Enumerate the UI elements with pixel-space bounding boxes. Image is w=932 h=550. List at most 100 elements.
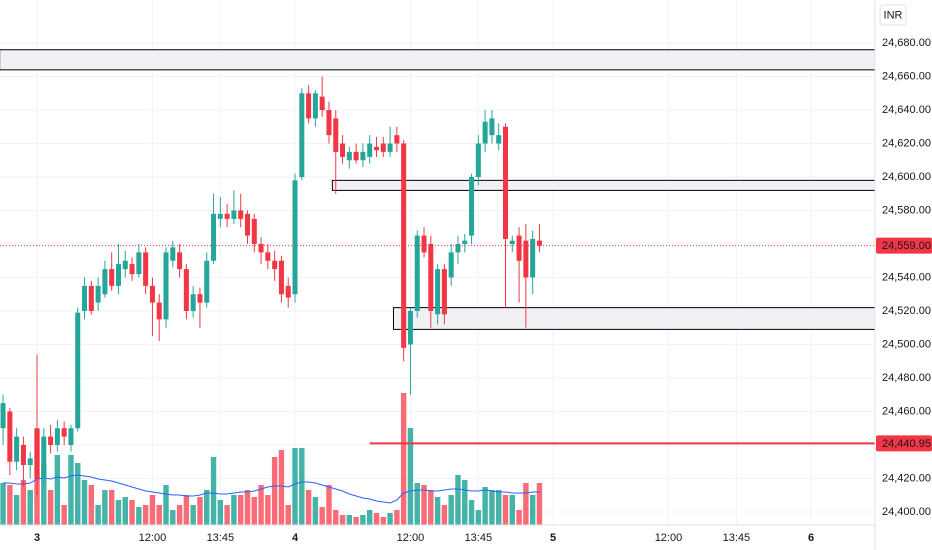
volume-bar — [312, 497, 319, 525]
candle-body — [394, 135, 400, 144]
candle-body — [496, 135, 502, 144]
candle-body — [435, 269, 441, 315]
candle-body — [251, 218, 257, 244]
y-tick-label: 24,480.00 — [882, 372, 931, 384]
x-tick-label: 12:00 — [397, 532, 425, 544]
volume-bar — [54, 455, 61, 525]
volume-bar — [319, 507, 325, 525]
candle-body — [163, 252, 169, 320]
candle-body — [48, 436, 54, 445]
candle-body — [340, 143, 346, 157]
currency: INR — [884, 9, 903, 21]
candle-body — [353, 151, 359, 161]
candle-body — [7, 411, 13, 462]
x-tick-label: 12:00 — [139, 532, 167, 544]
volume-bar — [176, 505, 183, 525]
grid — [0, 0, 875, 525]
volume-bar — [475, 510, 482, 525]
volume-bar — [237, 495, 244, 525]
volume-bar — [448, 495, 454, 525]
candle-body — [20, 444, 26, 466]
candle-body — [54, 428, 60, 445]
volume-bar — [326, 485, 332, 525]
candle-body — [462, 240, 468, 244]
volume-bar — [61, 505, 67, 525]
volume-bar — [95, 505, 101, 525]
currency-box[interactable] — [879, 4, 907, 26]
candle-body — [414, 235, 420, 311]
candle-body — [14, 436, 20, 462]
candle-body — [143, 252, 149, 286]
volume-bar — [414, 483, 420, 525]
last-price-box — [876, 237, 932, 254]
candle-body — [278, 260, 284, 295]
volume-bar — [81, 480, 88, 525]
volume-bar — [400, 393, 407, 525]
volume-ma-line — [3, 474, 540, 504]
volume-bar — [428, 490, 434, 525]
volume-bar — [102, 490, 108, 525]
candle-body — [109, 269, 115, 286]
x-tick-label: 6 — [808, 532, 814, 544]
candle-body — [177, 252, 183, 270]
candle-body — [516, 235, 522, 261]
volume-bar — [285, 505, 291, 525]
candle-body — [272, 260, 278, 270]
candle-body — [224, 213, 230, 219]
candle-body — [448, 252, 454, 278]
y-tick-label: 24,540.00 — [882, 271, 931, 283]
y-tick-label: 24,660.00 — [882, 70, 931, 82]
volume-bar — [265, 495, 271, 525]
volume-bar — [421, 485, 427, 525]
volume-bar — [394, 510, 400, 525]
candle-body — [285, 285, 291, 298]
volume-bar — [75, 463, 81, 525]
volume-bar — [271, 457, 278, 525]
y-tick-label: 24,600.00 — [882, 171, 931, 183]
candle-body — [536, 240, 542, 246]
volume-bar — [353, 517, 359, 525]
candle-body — [115, 264, 121, 286]
candle-body — [88, 285, 94, 311]
volume-bar — [516, 510, 522, 525]
candle-body — [380, 143, 386, 152]
candle-body — [27, 458, 33, 466]
volume-bar — [462, 480, 468, 525]
volume-bar — [129, 500, 135, 525]
candle-body — [312, 93, 318, 119]
candle-body — [299, 93, 305, 178]
candle-body — [373, 146, 380, 151]
candle-body — [183, 269, 189, 311]
volume-bar — [190, 505, 196, 525]
candle-body — [197, 294, 203, 303]
candle-body — [346, 151, 352, 161]
candle-body — [475, 143, 481, 178]
volume-bar — [373, 513, 380, 525]
candle-body — [41, 436, 47, 479]
volume-bar — [197, 497, 203, 525]
volume-bar — [305, 490, 312, 525]
candle-body — [482, 121, 488, 144]
candle-body — [455, 243, 461, 253]
volume-bar — [523, 483, 529, 525]
volume-bar — [292, 448, 298, 525]
candle-body — [469, 177, 475, 236]
candle-body — [170, 247, 176, 261]
volume-bar — [231, 495, 237, 525]
volume-bar — [0, 483, 6, 525]
candle-body — [68, 428, 74, 445]
candle-body — [231, 210, 237, 219]
candle-body — [136, 252, 142, 275]
x-tick-label: 3 — [34, 532, 40, 544]
candle-body — [95, 285, 101, 303]
y-tick-label: 24,420.00 — [882, 472, 931, 484]
zone — [0, 49, 876, 71]
y-tick-label: 24,640.00 — [882, 104, 931, 116]
candle-body — [502, 126, 509, 239]
x-tick-label: 4 — [292, 532, 299, 544]
candle-body — [407, 310, 413, 345]
volume-bar — [122, 497, 128, 525]
candle-body — [530, 238, 536, 278]
